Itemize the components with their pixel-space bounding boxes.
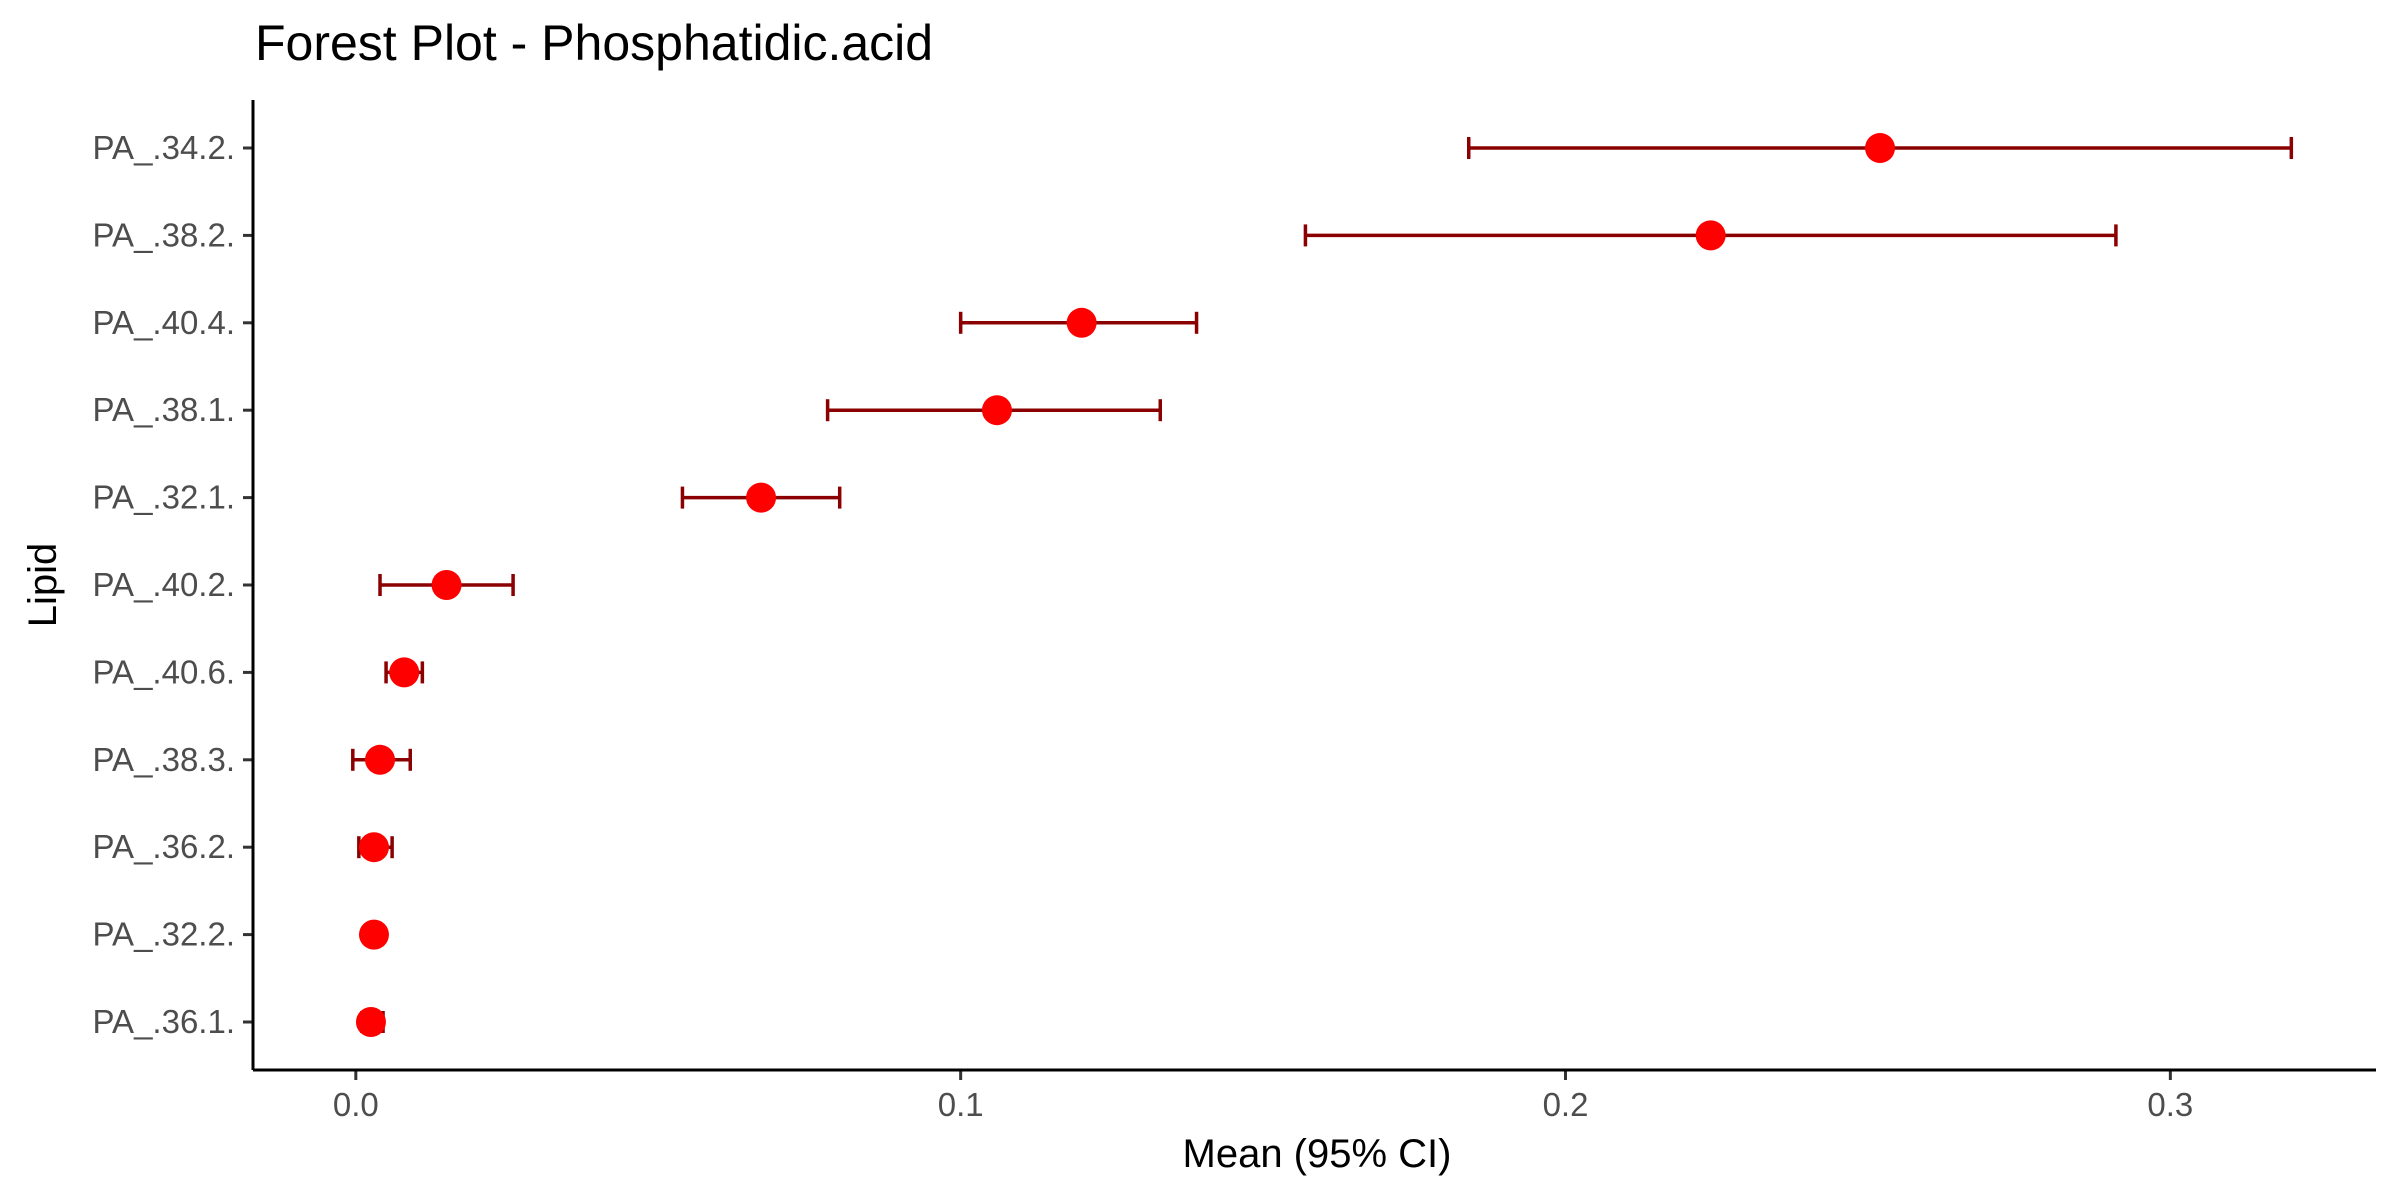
plot-marks [351,133,2294,1037]
forest-row [1466,133,2294,163]
mean-point [1695,220,1726,251]
y-tick-label: PA_.38.2. [93,216,236,253]
y-axis-title: Lipid [21,543,65,628]
x-tick-label: 0.0 [333,1086,379,1123]
mean-point [355,1007,386,1037]
y-tick-label: PA_.36.1. [93,1003,236,1040]
y-tick-label: PA_.40.2. [93,566,236,603]
y-tick-label: PA_.32.2. [93,916,236,953]
y-tick-label: PA_.38.3. [93,741,236,778]
x-tick-label: 0.2 [1543,1086,1589,1123]
forest-row [1303,220,2118,251]
x-tick-label: 0.1 [938,1086,984,1123]
forest-row [384,657,425,688]
x-tick-label: 0.3 [2147,1086,2193,1123]
y-axis-ticks: PA_.34.2. PA_.38.2. PA_.40.4. PA_.38.1. PA_.… [93,129,253,1040]
forest-row [351,744,413,775]
y-tick-label: PA_.34.2. [93,129,236,166]
forest-row [357,832,394,863]
mean-point [358,832,389,863]
mean-point [1066,307,1097,338]
mean-point [1865,133,1896,163]
y-tick-label: PA_.38.1. [93,391,236,428]
forest-row [378,570,515,600]
y-tick-label: PA_.36.2. [93,828,236,865]
y-tick-label: PA_.32.1. [93,479,236,516]
mean-point [358,919,389,950]
mean-point [746,482,777,513]
forest-row [958,307,1199,338]
y-tick-label: PA_.40.4. [93,304,236,341]
mean-point [431,570,462,600]
y-tick-label: PA_.40.6. [93,653,236,690]
x-axis-ticks: 0.0 0.1 0.2 0.3 [333,1070,2193,1123]
mean-point [981,395,1012,426]
x-axis-title: Mean (95% CI) [1183,1132,1452,1176]
forest-row [825,395,1163,426]
mean-point [365,744,396,775]
forest-row [680,482,842,513]
chart-title: Forest Plot - Phosphatidic.acid [255,15,933,71]
forest-row [355,1007,386,1037]
mean-point [389,657,420,688]
forest-row [358,919,389,950]
